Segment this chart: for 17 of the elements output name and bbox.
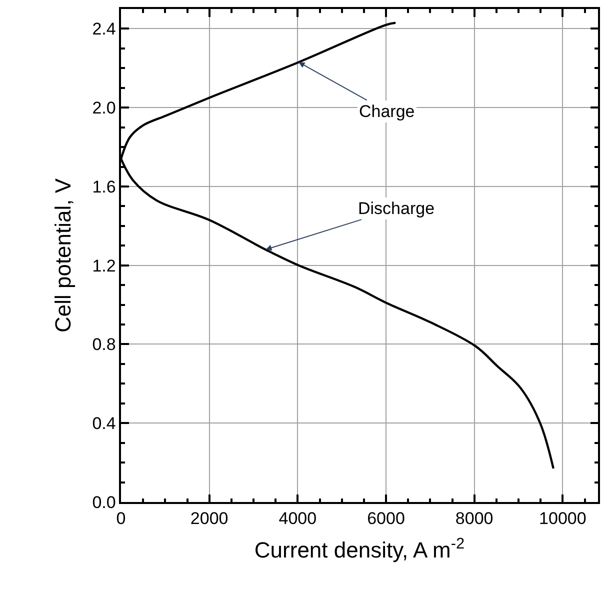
- y-axis-title: Cell potential, V: [50, 178, 76, 333]
- annotation: Charge: [359, 102, 415, 121]
- x-tick-label: 6000: [367, 509, 405, 528]
- y-tick-label: 0.8: [92, 335, 116, 354]
- x-tick-label: 8000: [455, 509, 494, 528]
- x-tick-label: 10000: [539, 509, 586, 528]
- y-tick-label: 0.0: [92, 492, 116, 512]
- x-axis-title: Current density, A m$^{-2}$: [254, 535, 465, 563]
- x-tick-label: 4000: [278, 509, 317, 528]
- y-tick-label: 0.4: [92, 414, 116, 434]
- y-tick-label: 2.0: [92, 98, 116, 118]
- y-tick-label: 1.6: [92, 177, 116, 196]
- annotation: Discharge: [358, 199, 435, 218]
- x-tick-label: 0: [116, 509, 126, 528]
- y-tick-label: 2.4: [92, 20, 116, 39]
- x-tick-label: 2000: [190, 509, 228, 528]
- y-tick-label: 1.2: [92, 256, 116, 276]
